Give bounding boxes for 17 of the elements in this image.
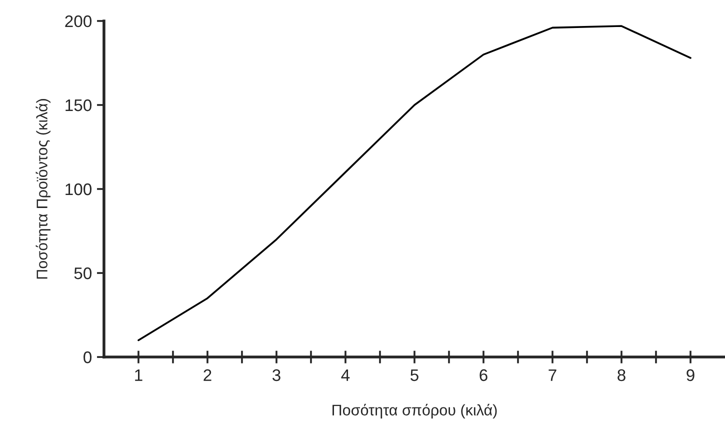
y-tick-label: 50 xyxy=(74,267,92,280)
y-tick-label: 150 xyxy=(66,99,92,112)
x-tick-label: 9 xyxy=(686,369,694,382)
x-tick-label: 3 xyxy=(272,369,280,382)
x-axis-title: Ποσότητα σπόρου (κιλά) xyxy=(332,404,497,418)
x-tick-label: 5 xyxy=(410,369,418,382)
x-tick-label: 4 xyxy=(341,369,350,381)
x-tick-label: 7 xyxy=(548,369,556,381)
line-series xyxy=(138,25,692,342)
x-tick-label: 8 xyxy=(618,369,626,382)
x-tick-label: 1 xyxy=(135,369,142,381)
x-tick-label: 2 xyxy=(204,369,212,381)
y-axis-title: Ποσότητα Προϊόντος (κιλά) xyxy=(36,99,50,279)
y-tick-label: 200 xyxy=(65,15,92,28)
y-tick-label: 0 xyxy=(84,351,92,364)
x-tick-label: 6 xyxy=(480,369,488,382)
y-tick-label: 100 xyxy=(66,183,92,196)
